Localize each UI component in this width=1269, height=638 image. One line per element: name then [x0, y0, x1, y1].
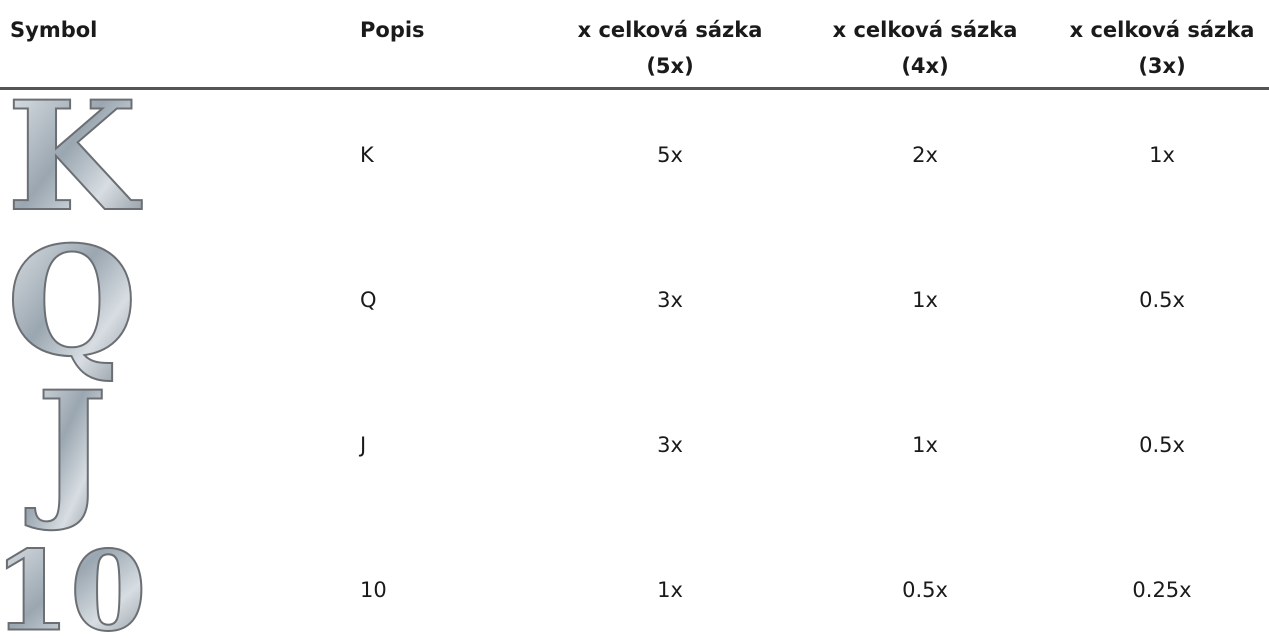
- description-cell: J: [360, 427, 366, 463]
- multiplier-cell: 0.5x: [1042, 282, 1269, 318]
- symbol-icon: J: [26, 359, 108, 535]
- multiplier-cell: 2x: [805, 137, 1045, 173]
- multiplier-cell: 0.5x: [1042, 427, 1269, 463]
- header-cell: x celková sázka (4x): [805, 12, 1045, 84]
- header-cell: x celková sázka (3x): [1042, 12, 1269, 84]
- multiplier-cell: 1x: [805, 427, 1045, 463]
- symbol-layer: KQJ10: [0, 0, 1269, 638]
- header-cell: Symbol: [10, 12, 97, 48]
- multiplier-cell: 5x: [550, 137, 790, 173]
- header-rule: [0, 87, 1269, 90]
- description-cell: K: [360, 137, 374, 173]
- multiplier-cell: 1x: [550, 572, 790, 608]
- symbol-icon: 10: [0, 527, 147, 638]
- paytable: KQJ10 SymbolPopisx celková sázka (5x)x c…: [0, 0, 1269, 638]
- multiplier-cell: 3x: [550, 427, 790, 463]
- multiplier-cell: 0.25x: [1042, 572, 1269, 608]
- description-cell: 10: [360, 572, 387, 608]
- description-cell: Q: [360, 282, 377, 318]
- multiplier-cell: 0.5x: [805, 572, 1045, 608]
- multiplier-cell: 3x: [550, 282, 790, 318]
- header-cell: x celková sázka (5x): [550, 12, 790, 84]
- multiplier-cell: 1x: [805, 282, 1045, 318]
- multiplier-cell: 1x: [1042, 137, 1269, 173]
- header-cell: Popis: [360, 12, 425, 48]
